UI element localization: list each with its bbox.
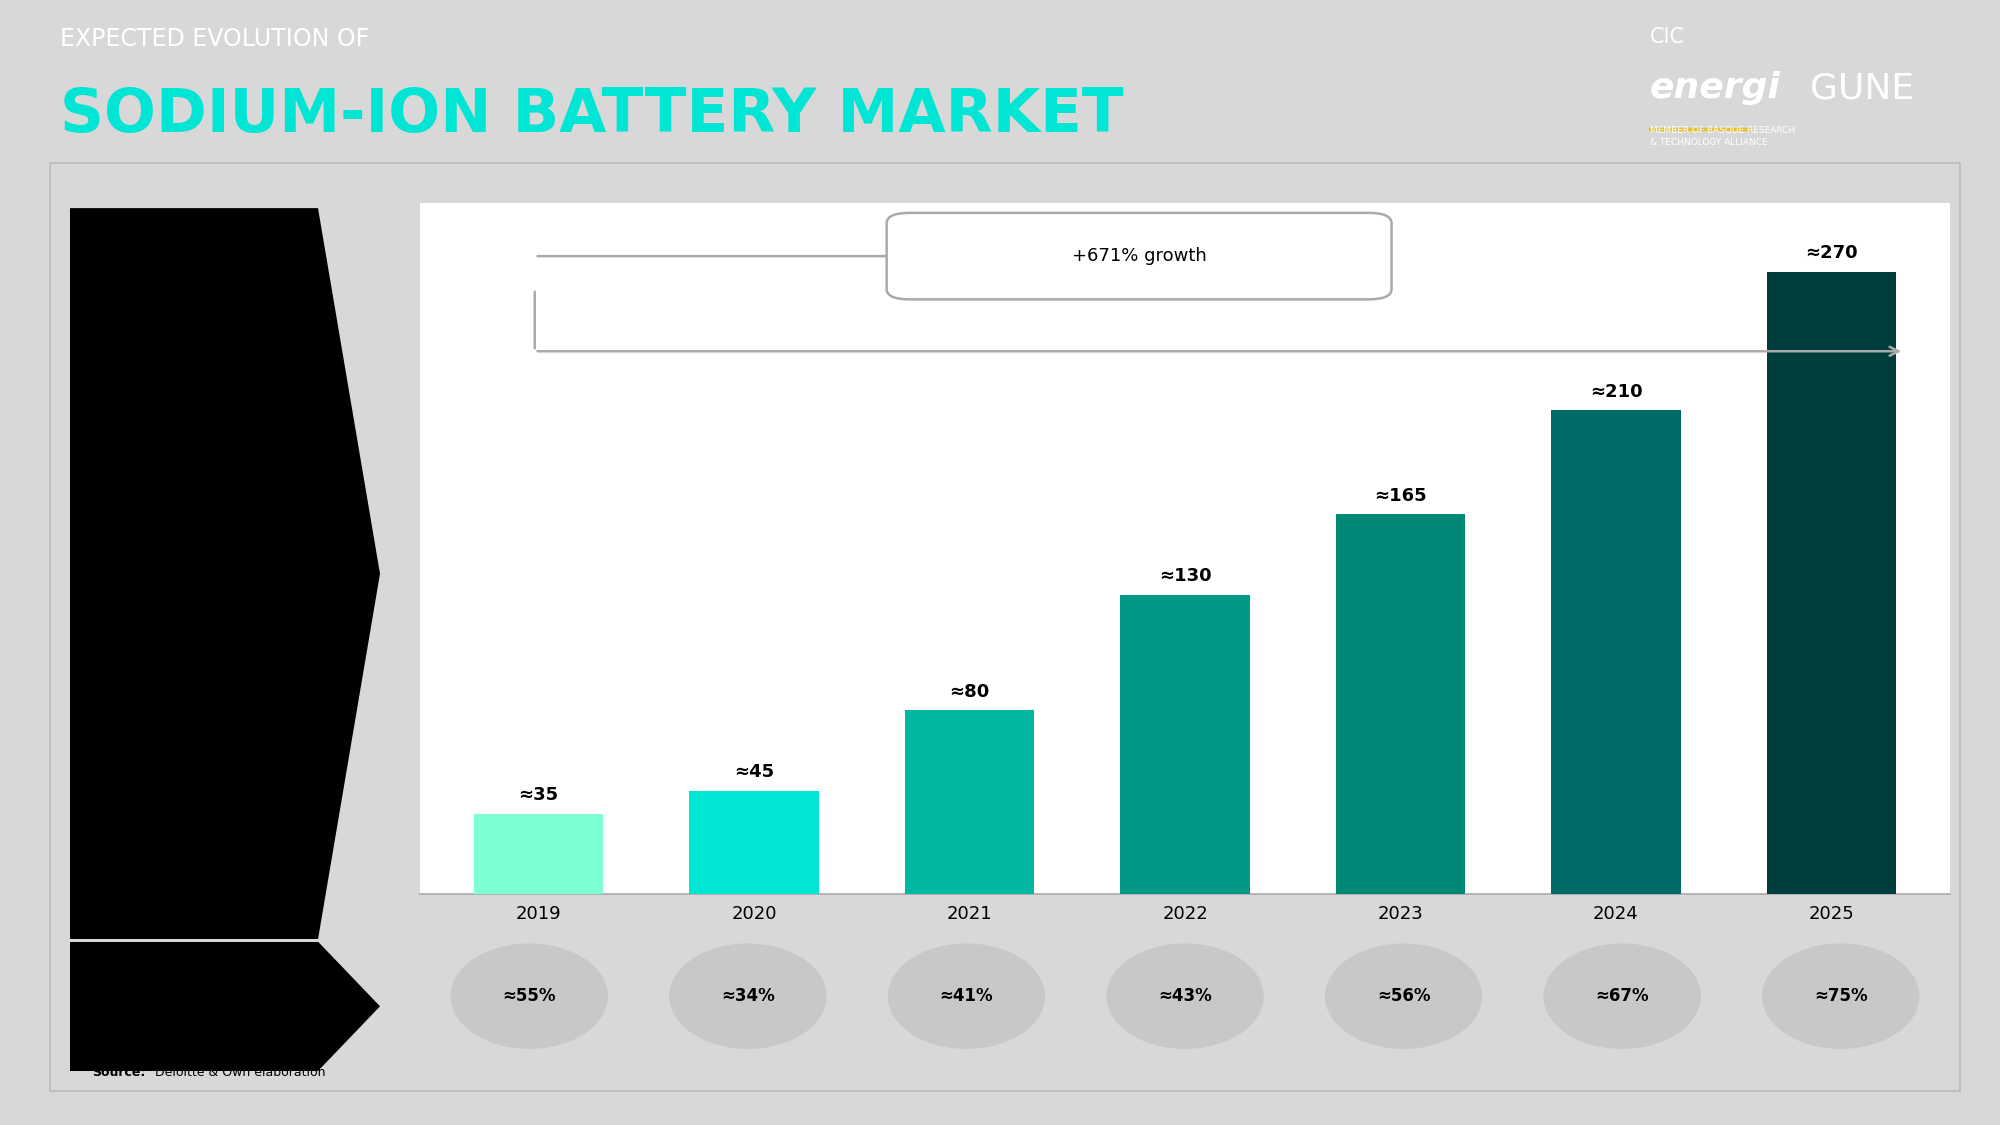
Text: ≈35: ≈35 <box>518 786 558 804</box>
Text: ≈75%: ≈75% <box>1814 988 1868 1006</box>
Bar <box>1552 410 1680 894</box>
FancyBboxPatch shape <box>886 213 1392 299</box>
Text: ≈80: ≈80 <box>950 683 990 701</box>
Ellipse shape <box>1544 944 1700 1048</box>
Text: ≈55%: ≈55% <box>502 988 556 1006</box>
Bar <box>1766 271 1896 894</box>
Text: ≈67%: ≈67% <box>1596 988 1648 1006</box>
Text: +671% growth: +671% growth <box>1072 248 1206 266</box>
Ellipse shape <box>1762 944 1920 1048</box>
Text: ≈34%: ≈34% <box>720 988 774 1006</box>
Text: MEMBER OF BASQUE RESEARCH
& TECHNOLOGY ALLIANCE: MEMBER OF BASQUE RESEARCH & TECHNOLOGY A… <box>1650 126 1796 147</box>
Text: energi: energi <box>1650 71 1780 106</box>
Text: ≈165: ≈165 <box>1374 487 1426 505</box>
Text: ≈43%: ≈43% <box>1158 988 1212 1006</box>
Text: EXPECTED
MARKET
DEMAND
EVOLUTION
FOR THE NEXT
FEW YEARS
(GWH): EXPECTED MARKET DEMAND EVOLUTION FOR THE… <box>100 472 232 616</box>
Ellipse shape <box>888 944 1046 1048</box>
Text: MARKET SHARE
RELATED TO
STATIONARY
APPLICATIONS: MARKET SHARE RELATED TO STATIONARY APPLI… <box>98 969 208 1033</box>
Bar <box>474 813 604 894</box>
Ellipse shape <box>1324 944 1482 1048</box>
Text: SODIUM-ION BATTERY MARKET: SODIUM-ION BATTERY MARKET <box>60 87 1124 145</box>
Polygon shape <box>70 942 380 1071</box>
Ellipse shape <box>670 944 826 1048</box>
Text: ≈210: ≈210 <box>1590 382 1642 400</box>
Text: ≈270: ≈270 <box>1806 244 1858 262</box>
Ellipse shape <box>1106 944 1264 1048</box>
Text: ≈56%: ≈56% <box>1376 988 1430 1006</box>
Polygon shape <box>70 208 380 939</box>
Ellipse shape <box>450 944 608 1048</box>
Text: EXPECTED EVOLUTION OF: EXPECTED EVOLUTION OF <box>60 27 370 51</box>
Text: Deloitte & Own elaboration: Deloitte & Own elaboration <box>150 1065 326 1079</box>
Text: ≈130: ≈130 <box>1158 567 1212 585</box>
Bar <box>690 791 818 894</box>
Bar <box>904 710 1034 894</box>
Text: GUNE: GUNE <box>1810 71 1914 106</box>
Text: ≈45: ≈45 <box>734 764 774 782</box>
Bar <box>1336 514 1466 894</box>
Text: Source:: Source: <box>92 1065 146 1079</box>
Bar <box>1120 594 1250 894</box>
Text: ≈41%: ≈41% <box>940 988 994 1006</box>
Text: CIC: CIC <box>1650 27 1684 47</box>
